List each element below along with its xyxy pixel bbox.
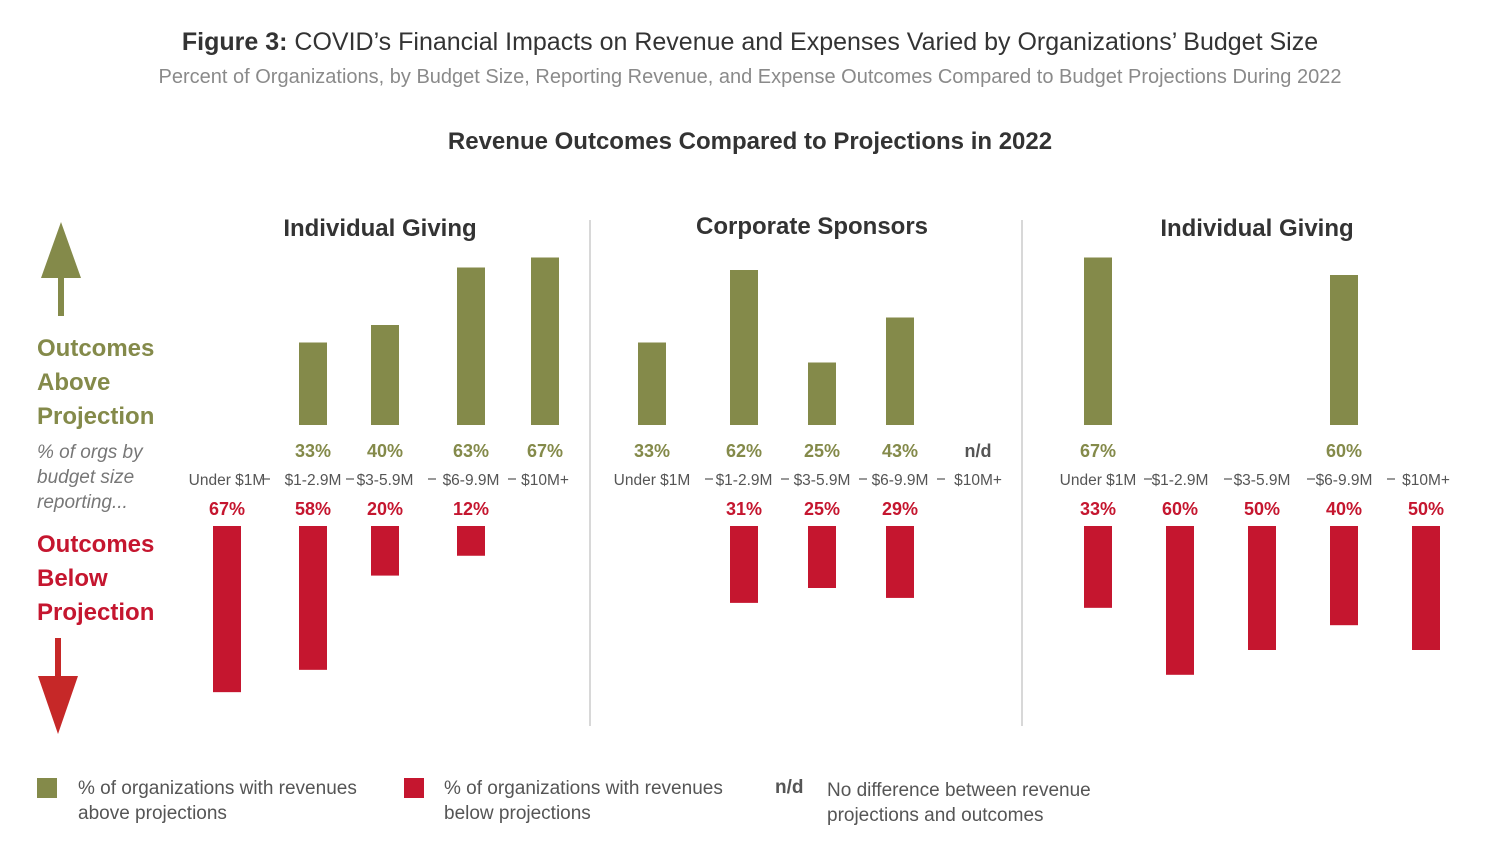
figure-label: Figure 3: (181, 28, 288, 56)
above-value-label: 33% (634, 441, 670, 461)
category-label: $3-5.9M (357, 472, 414, 489)
above-bar (371, 325, 399, 425)
below-value-label: 33% (1080, 499, 1116, 519)
category-label: Under $1M (614, 472, 691, 489)
below-bar (299, 526, 327, 670)
below-bar (213, 526, 241, 693)
above-bar (457, 267, 485, 425)
above-bar (638, 342, 666, 425)
category-label: $1-2.9M (1152, 472, 1209, 489)
legend-above-swatch (37, 778, 57, 798)
category-label: $1-2.9M (716, 472, 773, 489)
category-label: Under $1M (1060, 472, 1137, 489)
above-bar (1330, 275, 1358, 425)
nd-label: n/d (965, 441, 992, 461)
outcomes-above-line: Projection (37, 403, 155, 430)
below-bar (808, 526, 836, 588)
outcomes-below-line: Below (37, 565, 108, 592)
below-bar (457, 526, 485, 556)
figure-title-text: COVID’s Financial Impacts on Revenue and… (294, 28, 1319, 56)
above-bar (808, 362, 836, 425)
section-title: Revenue Outcomes Compared to Projections… (447, 128, 1053, 155)
above-bar (730, 270, 758, 425)
below-value-label: 40% (1326, 499, 1362, 519)
down-arrow-icon (38, 638, 78, 734)
legend-below-swatch (404, 778, 424, 798)
category-label: $10M+ (1402, 472, 1450, 489)
orgs-note: % of orgs by budget size reporting... (37, 440, 143, 515)
above-value-label: 62% (726, 441, 762, 461)
outcomes-below-line: Outcomes (37, 531, 155, 558)
legend-nd-key: n/d (775, 777, 804, 798)
category-label: $3-5.9M (1234, 472, 1291, 489)
up-arrow-icon (41, 222, 81, 316)
panel-title: Individual Giving (283, 215, 476, 242)
below-bar (1412, 526, 1440, 650)
below-bar (1084, 526, 1112, 608)
category-label: $10M+ (954, 472, 1002, 489)
below-value-label: 50% (1244, 499, 1280, 519)
below-value-label: 60% (1162, 499, 1198, 519)
above-value-label: 33% (295, 441, 331, 461)
outcomes-below-line: Projection (37, 599, 155, 626)
below-value-label: 25% (804, 499, 840, 519)
below-bar (1166, 526, 1194, 675)
above-value-label: 43% (882, 441, 918, 461)
above-value-label: 60% (1326, 441, 1362, 461)
below-bar (371, 526, 399, 576)
below-value-label: 31% (726, 499, 762, 519)
below-value-label: 29% (882, 499, 918, 519)
category-label: $6-9.9M (872, 472, 929, 489)
outcomes-above-line: Above (37, 369, 111, 396)
above-value-label: 67% (527, 441, 563, 461)
legend-above-line: % of organizations with revenues (78, 778, 357, 799)
legend-below-line: below projections (444, 803, 591, 824)
outcomes-above-line: Outcomes (37, 335, 155, 362)
category-label: $6-9.9M (443, 472, 500, 489)
below-value-label: 58% (295, 499, 331, 519)
above-bar (299, 342, 327, 425)
legend-nd-text: No difference between revenue projection… (827, 778, 1091, 828)
legend-above-text: % of organizations with revenues above p… (78, 776, 357, 826)
below-value-label: 67% (209, 499, 245, 519)
above-bar (886, 317, 914, 425)
below-bar (1330, 526, 1358, 626)
below-bar (1248, 526, 1276, 650)
orgs-note-line: budget size (37, 467, 135, 488)
above-value-label: 25% (804, 441, 840, 461)
outcomes-above-label: Outcomes Above Projection (37, 332, 154, 434)
category-label: $3-5.9M (794, 472, 851, 489)
legend-nd-line: No difference between revenue (827, 780, 1091, 801)
legend-above-line: above projections (78, 803, 227, 824)
orgs-note-line: % of orgs by (37, 442, 143, 463)
category-label: Under $1M (189, 472, 266, 489)
below-bar (730, 526, 758, 603)
below-value-label: 20% (367, 499, 403, 519)
category-label: $1-2.9M (285, 472, 342, 489)
above-bar (1084, 257, 1112, 425)
figure-title: Figure 3: COVID’s Financial Impacts on R… (0, 28, 1500, 57)
category-label: $6-9.9M (1316, 472, 1373, 489)
panel-title: Individual Giving (1160, 215, 1353, 242)
legend-below-text: % of organizations with revenues below p… (444, 776, 723, 826)
orgs-note-line: reporting... (37, 492, 128, 513)
panel-title: Corporate Sponsors (696, 213, 928, 240)
below-value-label: 12% (453, 499, 489, 519)
below-bar (886, 526, 914, 598)
outcomes-below-label: Outcomes Below Projection (37, 528, 154, 630)
below-value-label: 50% (1408, 499, 1444, 519)
above-value-label: 40% (367, 441, 403, 461)
legend-nd-line: projections and outcomes (827, 805, 1044, 826)
figure-subtitle: Percent of Organizations, by Budget Size… (158, 66, 1342, 88)
legend-below-line: % of organizations with revenues (444, 778, 723, 799)
category-label: $10M+ (521, 472, 569, 489)
above-bar (531, 257, 559, 425)
above-value-label: 63% (453, 441, 489, 461)
above-value-label: 67% (1080, 441, 1116, 461)
